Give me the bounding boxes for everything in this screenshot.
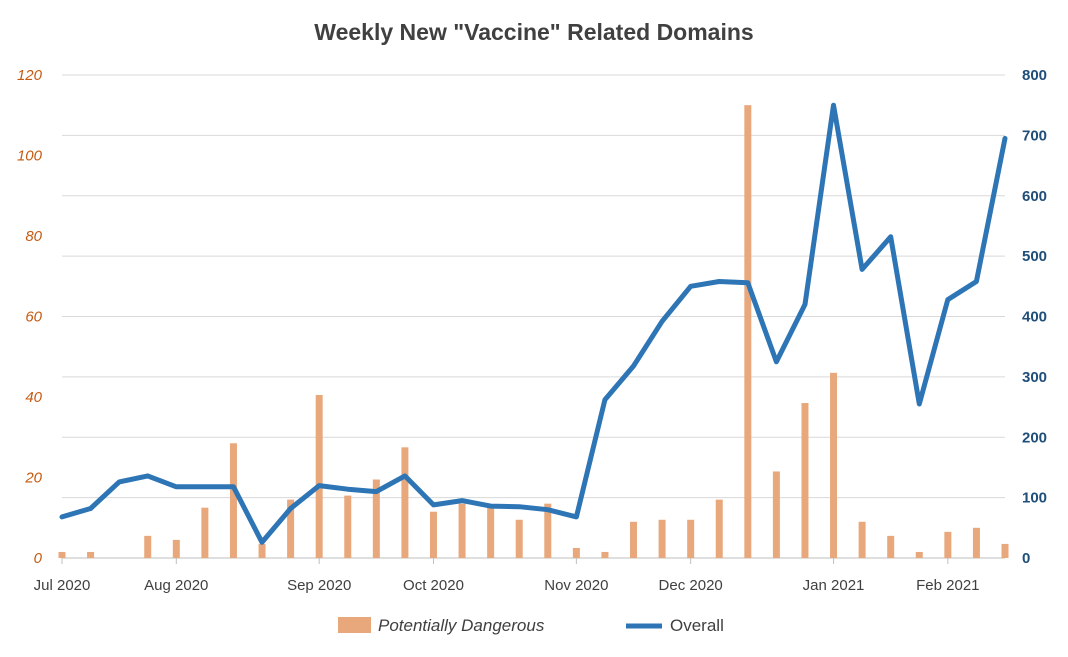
y-right-tick-label: 500: [1022, 248, 1047, 265]
bar-series: [58, 105, 1009, 558]
y-right-tick-label: 0: [1022, 550, 1030, 567]
x-tick-label: Jul 2020: [34, 577, 91, 594]
bar-potentially-dangerous: [229, 443, 237, 558]
bar-potentially-dangerous: [429, 511, 437, 558]
x-tick-label: Feb 2021: [916, 577, 979, 594]
bar-potentially-dangerous: [972, 527, 980, 558]
bar-potentially-dangerous: [315, 394, 323, 558]
y-left-tick-label: 100: [17, 148, 43, 165]
legend-label-overall: Overall: [670, 616, 724, 635]
y-left-tick-label: 60: [25, 309, 42, 326]
bar-potentially-dangerous: [58, 551, 66, 558]
bar-potentially-dangerous: [801, 403, 809, 558]
bar-potentially-dangerous: [601, 551, 609, 558]
y-left-tick-label: 80: [25, 228, 42, 245]
bar-potentially-dangerous: [458, 503, 466, 558]
y-right-tick-label: 300: [1022, 369, 1047, 386]
legend-label-potentially-dangerous: Potentially Dangerous: [378, 616, 545, 635]
bar-potentially-dangerous: [144, 535, 152, 558]
bar-potentially-dangerous: [687, 519, 695, 558]
bar-potentially-dangerous: [372, 479, 380, 558]
chart-title: Weekly New "Vaccine" Related Domains: [314, 19, 753, 45]
legend-swatch-potentially-dangerous: [338, 617, 371, 633]
x-tick-label: Jan 2021: [803, 577, 865, 594]
bar-potentially-dangerous: [1001, 543, 1009, 558]
x-tick-label: Sep 2020: [287, 577, 351, 594]
bar-potentially-dangerous: [344, 495, 352, 558]
bar-potentially-dangerous: [287, 499, 295, 558]
y-right-tick-label: 200: [1022, 429, 1047, 446]
line-overall: [59, 102, 1008, 545]
bar-potentially-dangerous: [772, 471, 780, 558]
x-tick-label: Nov 2020: [544, 577, 608, 594]
y-right-tick-label: 800: [1022, 67, 1047, 84]
y-right-tick-label: 600: [1022, 188, 1047, 205]
bar-potentially-dangerous: [915, 551, 923, 558]
bar-potentially-dangerous: [487, 507, 495, 558]
bar-potentially-dangerous: [515, 519, 523, 558]
y-left-tick-label: 20: [24, 470, 42, 487]
bar-potentially-dangerous: [401, 447, 409, 558]
x-tick-label: Aug 2020: [144, 577, 208, 594]
y-right-tick-label: 700: [1022, 127, 1047, 144]
bar-potentially-dangerous: [887, 535, 895, 558]
bar-potentially-dangerous: [544, 503, 552, 558]
y-left-tick-label: 40: [25, 389, 42, 406]
x-tick-label: Oct 2020: [403, 577, 464, 594]
bar-potentially-dangerous: [87, 551, 95, 558]
legend: Potentially Dangerous Overall: [338, 616, 724, 635]
bar-potentially-dangerous: [944, 531, 952, 558]
y-right-tick-label: 400: [1022, 309, 1047, 326]
bar-potentially-dangerous: [858, 521, 866, 558]
bar-potentially-dangerous: [630, 521, 638, 558]
x-tick-label: Dec 2020: [659, 577, 723, 594]
line-series: [59, 102, 1008, 545]
bar-potentially-dangerous: [744, 105, 752, 558]
bar-potentially-dangerous: [715, 499, 723, 558]
bar-potentially-dangerous: [572, 547, 580, 558]
bar-potentially-dangerous: [201, 507, 209, 558]
y-left-tick-label: 0: [34, 550, 43, 567]
axes: 0 20 40 60 80 100 120 0 100 200 300 400 500 600 700 800…: [17, 67, 1047, 594]
bar-potentially-dangerous: [658, 519, 666, 558]
y-left-tick-label: 120: [17, 67, 43, 84]
y-right-tick-label: 100: [1022, 490, 1047, 507]
bar-potentially-dangerous: [258, 543, 266, 558]
bar-potentially-dangerous: [172, 539, 180, 558]
bar-potentially-dangerous: [830, 372, 838, 558]
